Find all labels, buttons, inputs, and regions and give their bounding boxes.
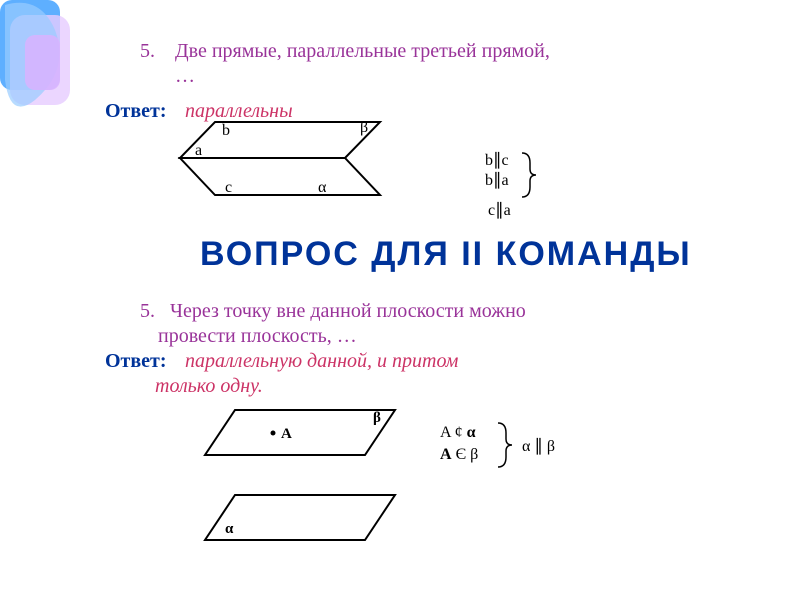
q2-line2: провести плоскость, … [158,325,357,348]
svg-text:A Є: A Є β [440,446,478,463]
q1-line2: … [175,65,195,88]
q2-answer-label: Ответ: [105,350,167,373]
label-b: b [222,122,230,139]
svg-text:b∥a: b∥a [485,170,509,189]
svg-text:b∥c: b∥c [485,150,509,169]
diagram2-derivation: A ¢ α A Є β α ∥ β [430,415,650,495]
label-c: c [225,179,232,196]
q2-answer-l2: только одну. [155,375,263,398]
corner-ornament [0,0,100,130]
section-heading: ВОПРОС ДЛЯ II КОМАНДЫ [200,235,692,274]
slide: 5. Две прямые, параллельные третьей прям… [0,0,800,600]
q2-number: 5. [140,300,155,323]
diagram-parallel-planes: A β α [195,400,425,555]
label-alpha2: α [225,521,234,537]
diagram1-derivation: b∥c b∥a c∥a [470,145,640,230]
label-beta2: β [373,410,381,426]
svg-text:c∥a: c∥a [488,200,511,219]
label-a: a [195,142,202,159]
q1-line1: Две прямые, параллельные третьей прямой, [175,40,550,63]
svg-text:α ∥ β: α ∥ β [522,436,555,455]
q1-number: 5. [140,40,155,63]
label-alpha: α [318,179,327,196]
label-A: A [281,426,292,442]
svg-text:A ¢: A ¢ α [440,424,476,441]
diagram-planes-lines: b β a c α [160,110,410,230]
q2-line1: Через точку вне данной плоскости можно [170,300,526,323]
q2-answer-l1: параллельную данной, и притом [185,350,458,373]
label-beta: β [360,119,368,136]
q1-answer-label: Ответ: [105,100,167,123]
